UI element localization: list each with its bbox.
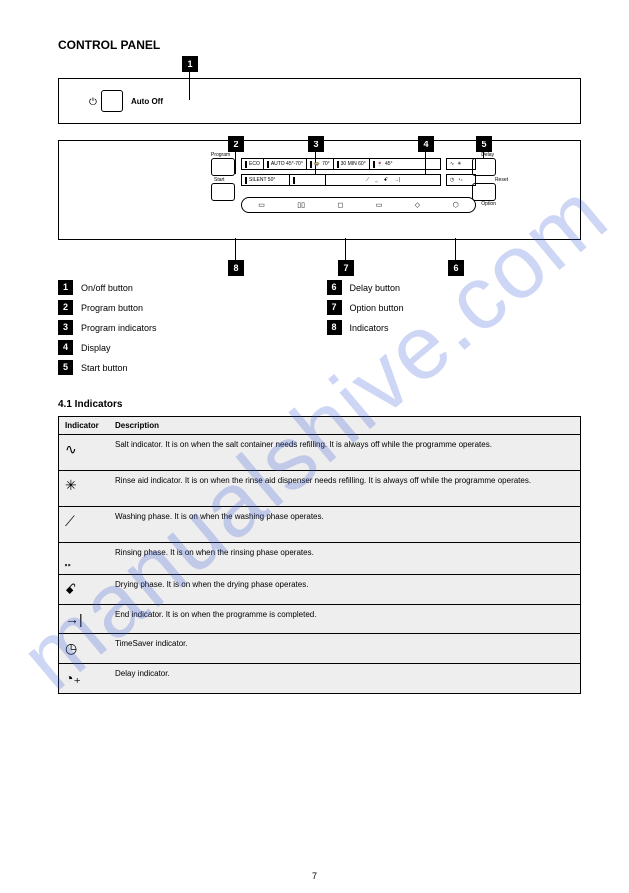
row-desc: TimeSaver indicator. <box>109 634 580 663</box>
legend-item: 1On/off button <box>58 280 157 295</box>
table-row: ∿ Salt indicator. It is on when the salt… <box>59 435 580 471</box>
legend-col-left: 1On/off button 2Program button 3Program … <box>58 280 157 375</box>
program-row-2: SILENT 50° ⟋⸼⸼ꗃ→| <box>241 174 441 186</box>
row-desc: Washing phase. It is on when the washing… <box>109 507 580 542</box>
prog-glass: 🍷45° <box>370 159 396 169</box>
prog-eco: ECO <box>242 159 264 169</box>
row-desc: Rinsing phase. It is on when the rinsing… <box>109 543 580 574</box>
col-indicator: Indicator <box>59 417 109 434</box>
legend-item: 5Start button <box>58 360 157 375</box>
row-desc: Salt indicator. It is on when the salt c… <box>109 435 580 470</box>
section-title: CONTROL PANEL <box>58 38 581 52</box>
rinse-icon: ✳ <box>59 471 109 506</box>
prog-silent: SILENT 50° <box>242 175 290 185</box>
dry-icon: ꗃ <box>59 575 109 604</box>
legend-item: 6Delay button <box>327 280 404 295</box>
table-row: ◷ TimeSaver indicator. <box>59 634 580 664</box>
legend-col-right: 6Delay button 7Option button 8Indicators <box>327 280 404 375</box>
legend: 1On/off button 2Program button 3Program … <box>58 280 581 375</box>
option-label: Option <box>481 201 496 207</box>
callout-line <box>345 238 346 260</box>
prog-30min: 30 MIN 60° <box>334 159 370 169</box>
row-desc: Rinse aid indicator. It is on when the r… <box>109 471 580 506</box>
delay-indicator-icon: ◔₊ <box>59 664 109 693</box>
time-delay-icons: ◷◔₊ <box>447 175 466 185</box>
start-button[interactable] <box>211 183 235 201</box>
table-row: ꗃ Drying phase. It is on when the drying… <box>59 575 580 605</box>
power-button[interactable] <box>101 90 123 112</box>
callout-7: 7 <box>338 260 354 276</box>
row-desc: Delay indicator. <box>109 664 580 693</box>
display-area: Program Start Delay Reset Option ECO AUT… <box>211 153 496 227</box>
legend-item: 8Indicators <box>327 320 404 335</box>
program-panel: Program Start Delay Reset Option ECO AUT… <box>58 140 581 240</box>
status-icon: ▭ <box>258 201 265 209</box>
indicators-table: Indicator Description ∿ Salt indicator. … <box>58 416 581 694</box>
power-icon: ⏻ <box>89 97 97 108</box>
rinse-phase-icon: ⸼⸼ <box>59 543 109 574</box>
status-icon: ▭ <box>376 201 383 209</box>
legend-item: 3Program indicators <box>58 320 157 335</box>
legend-item: 4Display <box>58 340 157 355</box>
col-description: Description <box>109 417 165 434</box>
program-button[interactable] <box>211 158 235 176</box>
callout-8: 8 <box>228 260 244 276</box>
salt-rinse-icons: ∿✳ <box>447 159 464 169</box>
status-icon: ⬡ <box>453 201 459 209</box>
callout-6: 6 <box>448 260 464 276</box>
legend-item: 2Program button <box>58 300 157 315</box>
page-number: 7 <box>312 871 317 881</box>
table-row: ◔₊ Delay indicator. <box>59 664 580 693</box>
status-icon: ◇ <box>415 201 420 209</box>
table-row: ⟋ Washing phase. It is on when the washi… <box>59 507 580 543</box>
timesaver-icon: ◷ <box>59 634 109 663</box>
status-display: ▭ ▯▯ ◻ ▭ ◇ ⬡ <box>241 197 476 213</box>
prog-empty <box>290 175 326 185</box>
auto-off-label: Auto Off <box>131 97 163 106</box>
callout-line <box>235 238 236 260</box>
callout-1: 1 <box>182 56 198 72</box>
indicators-title: 4.1 Indicators <box>58 399 581 410</box>
row-desc: End indicator. It is on when the program… <box>109 605 580 633</box>
salt-icon: ∿ <box>59 435 109 470</box>
row-desc: Drying phase. It is on when the drying p… <box>109 575 580 604</box>
prog-auto: AUTO 45°-70° <box>264 159 307 169</box>
legend-item: 7Option button <box>327 300 404 315</box>
wash-icon: ⟋ <box>59 507 109 542</box>
power-panel: ⏻ Auto Off <box>58 78 581 124</box>
program-row-1: ECO AUTO 45°-70° 🍲70° 30 MIN 60° 🍷45° <box>241 158 441 170</box>
indicator-cell-1: ∿✳ <box>446 158 476 170</box>
indicator-cell-2: ◷◔₊ <box>446 174 476 186</box>
callout-line <box>455 238 456 260</box>
manual-page: CONTROL PANEL 1 ⏻ Auto Off 2 3 4 5 Progr… <box>0 0 629 714</box>
table-header: Indicator Description <box>59 417 580 435</box>
table-row: ✳ Rinse aid indicator. It is on when the… <box>59 471 580 507</box>
end-icon: →| <box>59 605 109 633</box>
reset-label: Reset <box>495 177 508 183</box>
prog-70: 🍲70° <box>307 159 334 169</box>
status-icon: ◻ <box>337 201 343 209</box>
table-row: ⸼⸼ Rinsing phase. It is on when the rins… <box>59 543 580 575</box>
phase-icons: ⟋⸼⸼ꗃ→| <box>326 175 440 185</box>
table-row: →| End indicator. It is on when the prog… <box>59 605 580 634</box>
status-icon: ▯▯ <box>297 201 305 209</box>
